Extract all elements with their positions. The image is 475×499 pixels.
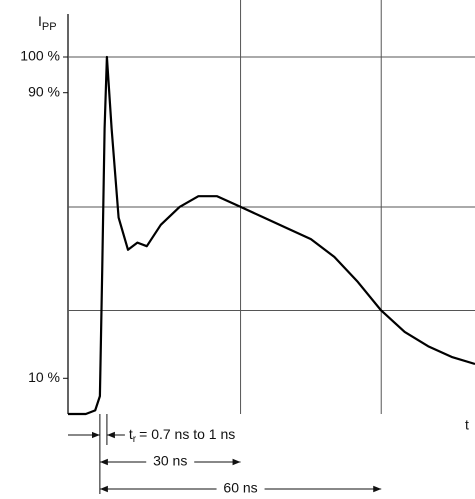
y-tick-label: 10 % (28, 369, 60, 385)
waveform (68, 55, 475, 416)
rise-time-label: tr = 0.7 ns to 1 ns (129, 426, 235, 445)
y-axis-label: IPP (38, 13, 57, 33)
y-tick-label: 90 % (28, 83, 60, 99)
y-label-main: I (38, 13, 42, 29)
dimension-label: 30 ns (153, 453, 187, 469)
rise-text: = 0.7 ns to 1 ns (139, 426, 235, 442)
rise-symbol: t (129, 426, 133, 442)
dimension-label: 60 ns (223, 480, 257, 494)
y-label-sub: PP (42, 21, 57, 33)
y-tick-label: 100 % (20, 48, 60, 64)
label-bg (146, 453, 195, 471)
x-axis-label: t (465, 417, 469, 433)
rise-sub: r (133, 434, 137, 445)
